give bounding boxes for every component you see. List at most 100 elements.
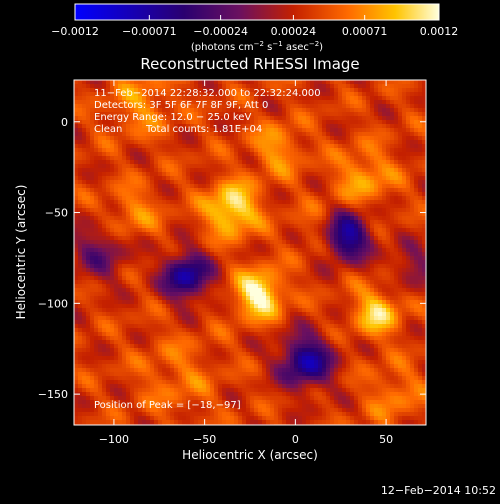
heatmap-cell (322, 128, 327, 133)
heatmap-cell (122, 156, 127, 161)
heatmap-cell (386, 268, 391, 273)
heatmap-cell (194, 220, 199, 225)
heatmap-cell (82, 248, 87, 253)
heatmap-cell (278, 148, 283, 153)
heatmap-cell (190, 228, 195, 233)
heatmap-cell (258, 148, 263, 153)
heatmap-cell (374, 120, 379, 125)
heatmap-cell (342, 108, 347, 113)
heatmap-cell (394, 128, 399, 133)
heatmap-cell (178, 268, 183, 273)
heatmap-cell (130, 296, 135, 301)
heatmap-cell (374, 276, 379, 281)
heatmap-cell (110, 180, 115, 185)
heatmap-cell (326, 112, 331, 117)
heatmap-cell (198, 276, 203, 281)
heatmap-cell (314, 112, 319, 117)
heatmap-cell (402, 232, 407, 237)
heatmap-cell (114, 304, 119, 309)
heatmap-cell (226, 280, 231, 285)
heatmap-cell (374, 232, 379, 237)
heatmap-cell (286, 100, 291, 105)
heatmap-cell (306, 168, 311, 173)
heatmap-cell (278, 156, 283, 161)
heatmap-cell (310, 216, 315, 221)
heatmap-cell (154, 156, 159, 161)
heatmap-cell (286, 284, 291, 289)
heatmap-cell (138, 300, 143, 305)
heatmap-cell (262, 228, 267, 233)
heatmap-cell (94, 232, 99, 237)
heatmap-cell (178, 80, 183, 85)
heatmap-cell (282, 240, 287, 245)
heatmap-cell (158, 168, 163, 173)
heatmap-cell (306, 216, 311, 221)
heatmap-cell (242, 272, 247, 277)
heatmap-cell (262, 124, 267, 129)
heatmap-cell (274, 280, 279, 285)
heatmap-cell (414, 176, 419, 181)
heatmap-cell (262, 268, 267, 273)
heatmap-cell (326, 240, 331, 245)
heatmap-cell (246, 244, 251, 249)
heatmap-cell (294, 144, 299, 149)
heatmap-cell (138, 292, 143, 297)
heatmap-cell (270, 148, 275, 153)
heatmap-cell (246, 264, 251, 269)
heatmap-cell (246, 252, 251, 257)
heatmap-cell (118, 204, 123, 209)
heatmap-cell (366, 136, 371, 141)
heatmap-cell (194, 168, 199, 173)
heatmap-cell (214, 260, 219, 265)
heatmap-cell (418, 116, 423, 121)
heatmap-cell (394, 80, 399, 85)
heatmap-cell (218, 288, 223, 293)
heatmap-cell (294, 108, 299, 113)
heatmap-cell (302, 200, 307, 205)
heatmap-cell (278, 288, 283, 293)
heatmap-cell (410, 92, 415, 97)
heatmap-cell (210, 300, 215, 305)
heatmap-cell (278, 80, 283, 85)
heatmap-cell (326, 248, 331, 253)
heatmap-cell (350, 184, 355, 189)
heatmap-cell (358, 176, 363, 181)
heatmap-cell (246, 256, 251, 261)
heatmap-cell (154, 292, 159, 297)
heatmap-cell (118, 200, 123, 205)
heatmap-cell (346, 180, 351, 185)
heatmap-cell (186, 160, 191, 165)
heatmap-cell (386, 128, 391, 133)
heatmap-cell (90, 252, 95, 257)
heatmap-cell (378, 136, 383, 141)
heatmap-cell (110, 156, 115, 161)
colorbar-tick-label: −0.0012 (51, 25, 99, 38)
heatmap-cell (198, 148, 203, 153)
heatmap-cell (330, 200, 335, 205)
heatmap-cell (406, 132, 411, 137)
heatmap-cell (326, 184, 331, 189)
heatmap-cell (86, 204, 91, 209)
heatmap-cell (318, 212, 323, 217)
heatmap-cell (174, 176, 179, 181)
heatmap-cell (286, 236, 291, 241)
heatmap-cell (174, 192, 179, 197)
heatmap-cell (346, 156, 351, 161)
heatmap-cell (238, 252, 243, 257)
heatmap-cell (266, 112, 271, 117)
heatmap-cell (110, 240, 115, 245)
heatmap-cell (278, 224, 283, 229)
heatmap-cell (374, 268, 379, 273)
heatmap-cell (170, 288, 175, 293)
heatmap-cell (254, 224, 259, 229)
heatmap-cell (354, 168, 359, 173)
heatmap-cell (390, 80, 395, 85)
heatmap-cell (194, 212, 199, 217)
heatmap-cell (262, 160, 267, 165)
heatmap-cell (294, 100, 299, 105)
heatmap-cell (406, 200, 411, 205)
heatmap-cell (190, 280, 195, 285)
heatmap-cell (414, 236, 419, 241)
heatmap-cell (226, 272, 231, 277)
heatmap-cell (118, 296, 123, 301)
